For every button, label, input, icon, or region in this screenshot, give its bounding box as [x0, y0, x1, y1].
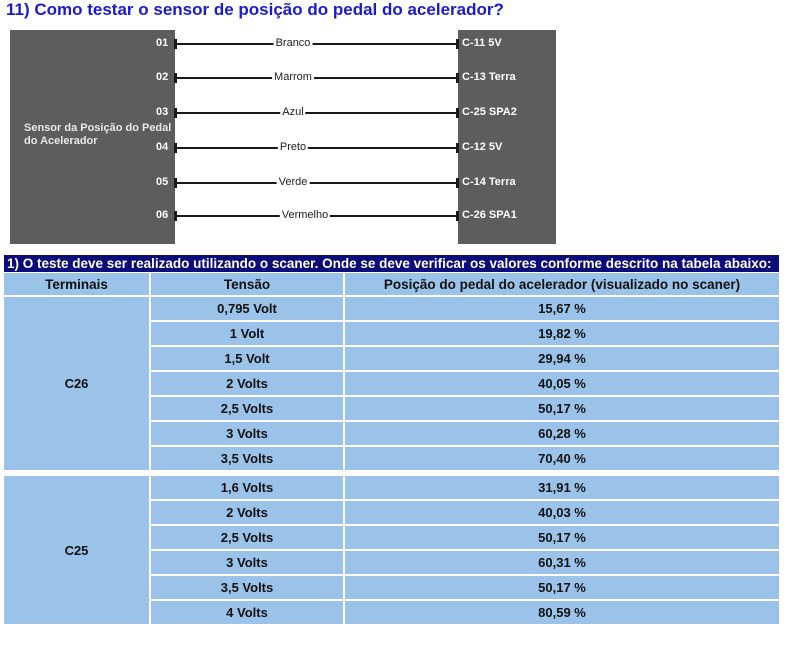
position-cell: 60,31 % — [345, 551, 779, 574]
table-row: 3 Volts 60,31 % — [4, 551, 779, 574]
position-cell: 60,28 % — [345, 422, 779, 445]
table-row: 1 Volt 19,82 % — [4, 322, 779, 345]
pin-number: 04 — [156, 141, 169, 153]
table-row: 2,5 Volts 50,17 % — [4, 397, 779, 420]
position-cell: 29,94 % — [345, 347, 779, 370]
ecu-pin-label: C-25 SPA2 — [462, 106, 517, 118]
voltage-cell: 3,5 Volts — [151, 447, 343, 470]
wire-color-label: Branco — [273, 37, 313, 50]
wire-terminal-left — [174, 178, 177, 188]
wire-terminal-left — [174, 211, 177, 221]
table-row: 2 Volts 40,03 % — [4, 501, 779, 524]
wire-terminal-left — [174, 143, 177, 153]
wire-terminal-left — [174, 73, 177, 83]
position-cell: 80,59 % — [345, 601, 779, 624]
pin-number: 05 — [156, 176, 169, 188]
wire-color-label: Preto — [277, 141, 309, 154]
group-separator — [4, 472, 779, 474]
position-cell: 40,03 % — [345, 501, 779, 524]
wire-terminal-right — [456, 108, 459, 118]
wire-terminal-left — [174, 39, 177, 49]
table-row: 3,5 Volts 70,40 % — [4, 447, 779, 470]
table-row: 1,5 Volt 29,94 % — [4, 347, 779, 370]
voltage-cell: 1,6 Volts — [151, 476, 343, 499]
sensor-label: Sensor da Posição do Pedal do Acelerador — [24, 122, 172, 147]
header-posicao: Posição do pedal do acelerador (visualiz… — [345, 273, 779, 295]
table-header-row: Terminais Tensão Posição do pedal do ace… — [4, 273, 779, 295]
terminal-cell: C26 — [4, 297, 149, 470]
position-cell: 40,05 % — [345, 372, 779, 395]
voltage-cell: 2 Volts — [151, 372, 343, 395]
header-tensao: Tensão — [151, 273, 343, 295]
table-row: 3,5 Volts 50,17 % — [4, 576, 779, 599]
voltage-cell: 1 Volt — [151, 322, 343, 345]
table-body: C26 0,795 Volt 15,67 % 1 Volt 19,82 % 1,5 Vol… — [4, 297, 779, 624]
wire-color-label: Marrom — [272, 71, 314, 84]
voltage-cell: 3 Volts — [151, 422, 343, 445]
values-table-section: 1) O teste deve ser realizado utilizando… — [4, 255, 779, 626]
table-row: 3 Volts 60,28 % — [4, 422, 779, 445]
wire-line — [175, 182, 458, 184]
wire-terminal-right — [456, 211, 459, 221]
voltage-cell: 1,5 Volt — [151, 347, 343, 370]
ecu-pin-label: C-11 5V — [462, 37, 502, 49]
page-title: 11) Como testar o sensor de posição do p… — [6, 0, 504, 19]
pin-number: 01 — [156, 37, 169, 49]
voltage-cell: 0,795 Volt — [151, 297, 343, 320]
table-caption: 1) O teste deve ser realizado utilizando… — [4, 255, 779, 272]
wire-line — [175, 147, 458, 149]
position-cell: 31,91 % — [345, 476, 779, 499]
table-row: C26 0,795 Volt 15,67 % — [4, 297, 779, 470]
position-cell: 50,17 % — [345, 576, 779, 599]
wire-color-label: Verde — [276, 176, 310, 189]
ecu-pin-label: C-14 Terra — [462, 176, 516, 188]
position-cell: 15,67 % — [345, 297, 779, 320]
header-terminais: Terminais — [4, 273, 149, 295]
pin-number: 03 — [156, 106, 169, 118]
wire-color-label: Azul — [280, 106, 306, 119]
separator-cell — [4, 472, 779, 474]
table-row: 4 Volts 80,59 % — [4, 601, 779, 624]
position-cell: 50,17 % — [345, 397, 779, 420]
wire-terminal-right — [456, 178, 459, 188]
wiring-diagram: Sensor da Posição do Pedal do Acelerador… — [10, 30, 556, 244]
wire-line — [175, 43, 458, 45]
ecu-connector-block — [458, 30, 556, 244]
voltage-cell: 4 Volts — [151, 601, 343, 624]
pin-number: 02 — [156, 71, 169, 83]
position-cell: 19,82 % — [345, 322, 779, 345]
wire-terminal-right — [456, 143, 459, 153]
wire-terminal-right — [456, 73, 459, 83]
table-row: C25 1,6 Volts 31,91 % — [4, 476, 779, 624]
wire-line — [175, 112, 458, 114]
voltage-cell: 2,5 Volts — [151, 526, 343, 549]
position-cell: 50,17 % — [345, 526, 779, 549]
wire-color-label: Vermelho — [279, 209, 331, 222]
wire-terminal-left — [174, 108, 177, 118]
wire-terminal-right — [456, 39, 459, 49]
voltage-cell: 3 Volts — [151, 551, 343, 574]
ecu-pin-label: C-26 SPA1 — [462, 209, 517, 221]
sensor-block: Sensor da Posição do Pedal do Acelerador — [10, 30, 175, 244]
ecu-pin-label: C-12 5V — [462, 141, 503, 153]
voltage-cell: 2 Volts — [151, 501, 343, 524]
voltage-cell: 2,5 Volts — [151, 397, 343, 420]
values-table: Terminais Tensão Posição do pedal do ace… — [2, 271, 781, 626]
terminal-cell: C25 — [4, 476, 149, 624]
ecu-pin-label: C-13 Terra — [462, 71, 516, 83]
position-cell: 70,40 % — [345, 447, 779, 470]
table-row: 2,5 Volts 50,17 % — [4, 526, 779, 549]
wire-line — [175, 77, 458, 79]
voltage-cell: 3,5 Volts — [151, 576, 343, 599]
pin-number: 06 — [156, 209, 169, 221]
table-row: 2 Volts 40,05 % — [4, 372, 779, 395]
